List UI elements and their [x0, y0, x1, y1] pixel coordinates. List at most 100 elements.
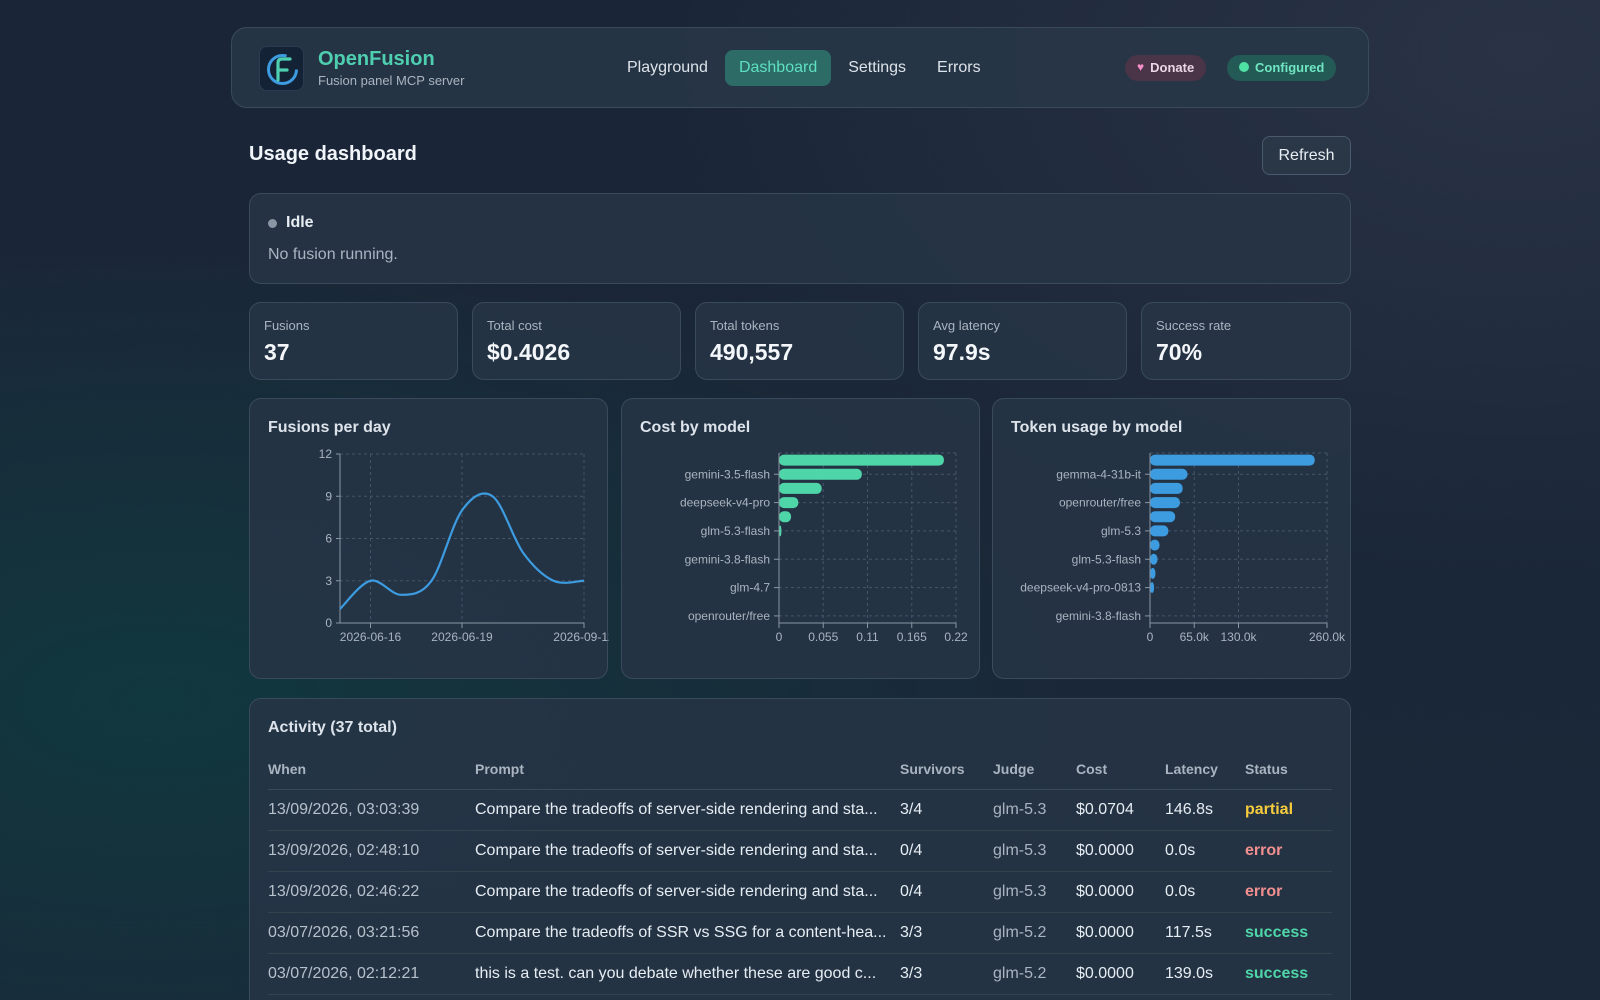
donate-button[interactable]: ♥ Donate: [1125, 55, 1207, 81]
status-badge: partial: [1245, 800, 1294, 818]
nav-dashboard[interactable]: Dashboard: [724, 50, 832, 86]
status-dot-icon: [1239, 62, 1249, 72]
cell-when: 03/07/2026, 03:21:56: [268, 912, 475, 954]
stat-total-cost: Total cost $0.4026: [472, 302, 681, 380]
app-header: OpenFusion Fusion panel MCP server Playg…: [231, 27, 1369, 108]
fusions-per-day-card: Fusions per day 0 3 6 9 12 2026-06-16 2026-06-…: [249, 398, 609, 679]
bar: [1150, 482, 1183, 494]
status-text: No fusion running.: [268, 246, 398, 263]
heart-icon: ♥: [1137, 60, 1145, 74]
bar: [1150, 454, 1315, 466]
cell-status: partial: [1245, 789, 1332, 831]
donate-label: Donate: [1150, 60, 1195, 75]
brand-subtitle: Fusion panel MCP server: [318, 73, 465, 88]
fusions-per-day-chart: 0 3 6 9 12 2026-06-16 2026-06-19 2026-09-12: [319, 447, 609, 644]
x-tick-label: 130.0k: [1220, 630, 1257, 644]
table-header-row: When Prompt Survivors Judge Cost Latency…: [268, 749, 1332, 790]
col-survivors[interactable]: Survivors: [900, 749, 993, 790]
cell-when: 13/09/2026, 03:03:39: [268, 789, 475, 831]
cell-survivors: 0/4: [900, 830, 993, 872]
stat-value: $0.4026: [487, 339, 571, 365]
stat-fusions: Fusions 37: [249, 302, 458, 380]
table-row[interactable]: 13/09/2026, 03:03:39 Compare the tradeoff…: [268, 789, 1332, 831]
cell-when: 03/07/2026, 02:12:21: [268, 953, 475, 995]
cell-judge: glm-5.2: [993, 953, 1076, 995]
cell-status: error: [1245, 871, 1332, 913]
bar: [779, 497, 799, 509]
cell-latency: 146.8s: [1165, 789, 1245, 831]
configured-badge: Configured: [1227, 55, 1337, 81]
col-when[interactable]: When: [268, 749, 475, 790]
bar: [1150, 567, 1156, 579]
chart-title: Cost by model: [640, 419, 751, 436]
stat-label: Fusions: [264, 318, 310, 333]
cell-prompt: Compare the tradeoffs of server-side ren…: [475, 830, 900, 872]
category-label: gemini-3.5-flash: [685, 467, 770, 481]
cost-by-model-card: Cost by model 0 0.055 0.11 0.165 0.22 gemini-…: [621, 398, 980, 679]
category-label: gemini-3.8-flash: [685, 552, 770, 566]
bar: [779, 525, 782, 537]
col-status[interactable]: Status: [1245, 749, 1332, 790]
table-row[interactable]: 13/09/2026, 02:48:10 Compare the tradeoff…: [268, 830, 1332, 872]
cell-when: 13/09/2026, 02:46:22: [268, 871, 475, 913]
refresh-button[interactable]: Refresh: [1262, 136, 1351, 175]
cell-cost: $0.0000: [1076, 953, 1165, 995]
cell-status: error: [1245, 830, 1332, 872]
table-row[interactable]: 13/09/2026, 02:46:22 Compare the tradeoff…: [268, 871, 1332, 913]
category-label: openrouter/free: [688, 609, 770, 623]
cell-prompt: Compare the tradeoffs of SSR vs SSG for …: [475, 912, 900, 954]
stat-value: 97.9s: [933, 339, 991, 365]
x-tick-label: 2026-06-19: [431, 630, 493, 644]
category-label: deepseek-v4-pro: [680, 496, 770, 510]
bar: [779, 454, 944, 466]
x-tick-label: 0.055: [808, 630, 838, 644]
chart-title: Fusions per day: [268, 419, 391, 436]
col-latency[interactable]: Latency: [1165, 749, 1245, 790]
bar: [1150, 553, 1158, 565]
nav-errors[interactable]: Errors: [937, 59, 981, 76]
stat-value: 37: [264, 339, 290, 365]
stat-total-tokens: Total tokens 490,557: [695, 302, 904, 380]
table-row[interactable]: 03/07/2026, 02:12:21 this is a test. can …: [268, 953, 1332, 995]
cell-judge: glm-5.2: [993, 912, 1076, 954]
x-tick-label: 260.0k: [1309, 630, 1346, 644]
cost-by-model-chart: 0 0.055 0.11 0.165 0.22 gemini-3.5-flash deeps…: [680, 452, 968, 644]
bar: [779, 482, 822, 494]
bar: [779, 468, 862, 480]
cell-survivors: 3/3: [900, 953, 993, 995]
bar: [1150, 497, 1180, 509]
openfusion-logo-icon[interactable]: [259, 46, 304, 91]
category-label: gemma-4-31b-it: [1056, 467, 1141, 481]
x-tick-label: 0: [1147, 630, 1154, 644]
activity-table: When Prompt Survivors Judge Cost Latency…: [268, 749, 1332, 995]
x-tick-label: 2026-09-12: [553, 630, 609, 644]
idle-dot-icon: [268, 219, 277, 228]
y-tick-label: 3: [325, 574, 332, 588]
cell-survivors: 0/4: [900, 871, 993, 913]
nav-playground[interactable]: Playground: [627, 59, 708, 76]
cell-survivors: 3/3: [900, 912, 993, 954]
cell-survivors: 3/4: [900, 789, 993, 831]
table-row[interactable]: 03/07/2026, 03:21:56 Compare the tradeoff…: [268, 912, 1332, 954]
col-cost[interactable]: Cost: [1076, 749, 1165, 790]
chart-title: Token usage by model: [1011, 419, 1183, 436]
cell-when: 13/09/2026, 02:48:10: [268, 830, 475, 872]
cell-cost: $0.0000: [1076, 871, 1165, 913]
bar: [1150, 468, 1188, 480]
category-label: deepseek-v4-pro-0813: [1020, 581, 1141, 595]
fusion-status-card: Idle No fusion running.: [249, 193, 1351, 284]
cell-status: success: [1245, 912, 1332, 954]
x-tick-label: 0.165: [897, 630, 927, 644]
x-tick-label: 65.0k: [1180, 630, 1210, 644]
cell-cost: $0.0000: [1076, 830, 1165, 872]
category-label: glm-5.3: [1101, 524, 1141, 538]
y-tick-label: 0: [325, 616, 332, 630]
col-judge[interactable]: Judge: [993, 749, 1076, 790]
x-tick-label: 0: [776, 630, 783, 644]
cell-judge: glm-5.3: [993, 789, 1076, 831]
col-prompt[interactable]: Prompt: [475, 749, 900, 790]
token-usage-chart: 0 65.0k 130.0k 260.0k gemma-4-31b-it openrout…: [1020, 452, 1346, 644]
cell-latency: 0.0s: [1165, 871, 1245, 913]
nav-settings[interactable]: Settings: [848, 59, 907, 76]
bar: [779, 511, 792, 523]
